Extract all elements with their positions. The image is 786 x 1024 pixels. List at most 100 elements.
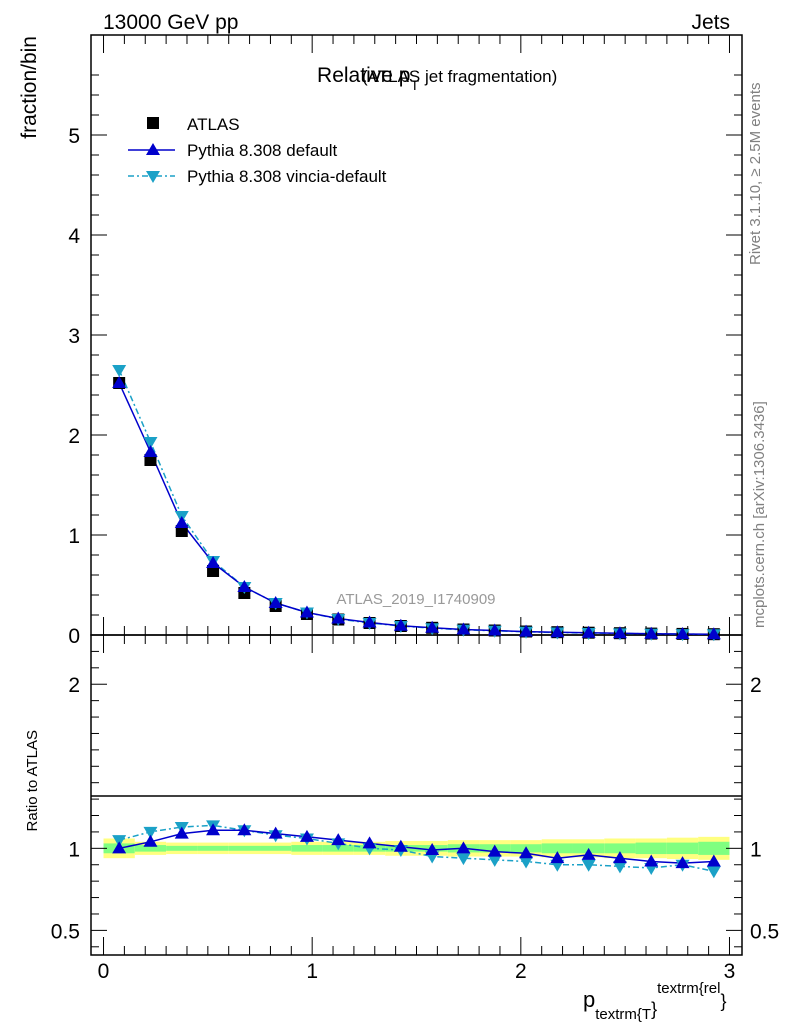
ratio-xtick-label: 1 [306, 960, 318, 983]
main-ylabel: fraction/bin [18, 36, 41, 139]
ratio-point-default [706, 854, 721, 867]
ratio-point-default [143, 834, 158, 847]
ratio-line-vincia [119, 824, 714, 873]
ratio-point-default [644, 854, 659, 867]
xlabel-base: p [583, 987, 595, 1012]
data-point-default [487, 623, 502, 636]
ratio-xtick-label: 3 [724, 960, 736, 983]
ratio-band-stat [197, 845, 229, 851]
ratio-point-vincia [456, 853, 471, 866]
axis-ticks: 0 1 2 3 4 5 0 1 2 3 0.5 0.5 1 1 2 2 [51, 35, 779, 983]
ratio-point-vincia [581, 859, 596, 872]
title-subscript: T [410, 77, 419, 93]
ratio-ytick-label-left: 2 [68, 674, 80, 697]
main-ytick-label: 1 [68, 525, 80, 548]
ratio-point-default [299, 829, 314, 842]
data-point-default [331, 611, 346, 624]
xlabel-subscript: textrm{T [595, 1006, 651, 1023]
ratio-xtick-label: 2 [515, 960, 527, 983]
data-point-default [675, 627, 690, 639]
ratio-band-stat [635, 842, 667, 855]
xlabel-close2: } [720, 991, 726, 1011]
data-point-vincia [143, 437, 158, 449]
ratio-point-default [393, 839, 408, 852]
main-ytick-label: 5 [68, 125, 80, 148]
ratio-point-vincia [112, 835, 127, 848]
data-point-default [550, 625, 565, 638]
ratio-band-stat [134, 845, 167, 852]
ratio-plot-marks [112, 820, 721, 879]
data-point-default [268, 596, 283, 608]
ratio-ylabel: Ratio to ATLAS [24, 730, 41, 831]
legend-label-vincia: Pythia 8.308 vincia-default [187, 167, 387, 186]
data-point-default [612, 626, 627, 639]
legend-marker-default [146, 143, 160, 155]
data-point-default [174, 516, 189, 528]
ratio-point-vincia [519, 856, 534, 869]
main-ytick-label: 4 [68, 225, 80, 248]
ratio-point-default [268, 826, 283, 839]
ratio-xtick-label: 0 [98, 960, 110, 983]
ratio-point-default [675, 856, 690, 869]
ratio-point-default [331, 833, 346, 846]
title-main: Relative p [317, 64, 410, 87]
main-plot-marks [112, 365, 721, 642]
legend: ATLAS Pythia 8.308 default Pythia 8.308 … [128, 115, 387, 186]
plot-title: Relative pT [317, 64, 419, 93]
data-point-default [112, 376, 127, 388]
ratio-point-vincia [487, 854, 502, 867]
ratio-band-stat [166, 845, 198, 851]
ratio-ytick-label-left: 1 [68, 838, 80, 861]
ratio-point-default [174, 826, 189, 839]
ratio-band-stat [291, 845, 323, 852]
header-left: 13000 GeV pp [103, 11, 238, 34]
main-ytick-label: 3 [68, 325, 80, 348]
mcplots-label: mcplots.cern.ch [arXiv:1306.3436] [751, 401, 768, 628]
ratio-point-default [581, 847, 596, 860]
ratio-band-stat [541, 843, 573, 854]
ratio-line-default [119, 829, 714, 864]
main-ytick-label: 2 [68, 425, 80, 448]
data-point-vincia [112, 365, 127, 377]
legend-marker-vincia [146, 171, 160, 183]
legend-marker-atlas [147, 117, 159, 129]
ratio-point-vincia [706, 866, 721, 879]
ratio-point-default [519, 846, 534, 859]
ratio-plot-frame [90, 634, 743, 956]
data-point-default [143, 445, 158, 457]
ratio-point-default [237, 823, 252, 836]
data-point-default [581, 625, 596, 638]
ratio-ytick-label-right: 1 [750, 838, 762, 861]
data-point-default [425, 620, 440, 633]
data-point-default [519, 624, 534, 637]
data-point-default [206, 556, 221, 568]
main-ytick-label: 0 [68, 625, 80, 648]
ratio-point-default [487, 844, 502, 857]
xlabel: ptextrm{T}textrm{rel} [583, 980, 726, 1023]
analysis-watermark: ATLAS_2019_I1740909 [336, 591, 495, 608]
ratio-point-vincia [143, 826, 158, 839]
rivet-version-label: Rivet 3.1.10, ≥ 2.5M events [747, 83, 764, 266]
ratio-band-stat [698, 841, 730, 855]
ratio-point-default [362, 836, 377, 849]
data-point-default [237, 580, 252, 592]
ratio-point-default [425, 842, 440, 855]
ratio-point-default [112, 841, 127, 854]
data-point-default [299, 605, 314, 618]
ratio-point-default [612, 851, 627, 864]
ratio-point-default [456, 841, 471, 854]
title-suffix: (ATLAS jet fragmentation) [362, 67, 557, 86]
xlabel-superscript: textrm{rel [657, 980, 720, 997]
xlabel-close: } [651, 999, 657, 1019]
ratio-point-default [206, 823, 221, 836]
ratio-band-stat [228, 845, 261, 851]
data-point-default [393, 618, 408, 631]
ratio-point-default [550, 851, 565, 864]
ratio-point-vincia [612, 861, 627, 874]
ratio-band-stat [666, 842, 699, 855]
ratio-ytick-label-right: 0.5 [750, 920, 779, 943]
ratio-ytick-label-right: 2 [750, 674, 762, 697]
ratio-band-stat [604, 843, 636, 854]
header-right: Jets [691, 11, 730, 34]
